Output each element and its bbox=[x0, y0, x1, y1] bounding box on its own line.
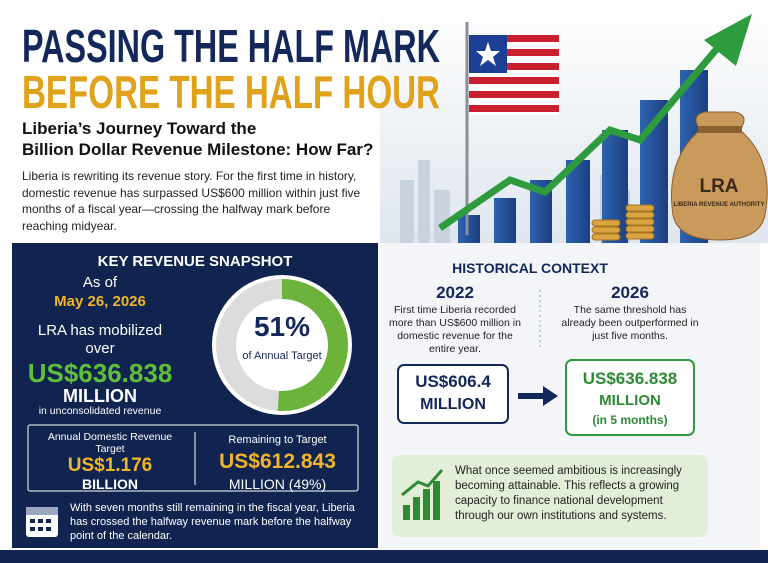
donut-caption: of Annual Target bbox=[242, 350, 322, 362]
now-year: 2026 bbox=[611, 283, 649, 302]
snapshot-note: With seven months still remaining in the… bbox=[70, 502, 355, 542]
date: May 26, 2026 bbox=[54, 293, 146, 310]
mobilized: LRA has mobilized over bbox=[20, 322, 180, 358]
subtitle-line: Billion Dollar Revenue Milestone: How Fa… bbox=[22, 140, 374, 159]
history-heading: HISTORICAL CONTEXT bbox=[452, 260, 608, 276]
trend-arrow bbox=[438, 42, 723, 231]
snapshot-heading: KEY REVENUE SNAPSHOT bbox=[97, 253, 293, 270]
now-unit: MILLION bbox=[599, 392, 661, 409]
now-text: The same threshold has already been outp… bbox=[561, 304, 699, 342]
growth-icon bbox=[401, 469, 444, 520]
then-unit: MILLION bbox=[420, 396, 486, 413]
mobilized-line: over bbox=[85, 340, 115, 357]
amount: US$636.838 bbox=[27, 358, 173, 388]
calendar-icon bbox=[26, 507, 58, 537]
title-line-2: BEFORE THE HALF HOUR bbox=[22, 66, 440, 118]
remaining-unit: MILLION (49%) bbox=[228, 476, 327, 492]
coins bbox=[591, 204, 655, 241]
amount-note: in unconsolidated revenue bbox=[38, 405, 162, 417]
then-year: 2022 bbox=[436, 283, 474, 302]
callout-text: What once seemed ambitious is increasing… bbox=[455, 465, 682, 522]
flag bbox=[469, 35, 559, 115]
target-amount: US$1.176 bbox=[67, 455, 153, 476]
arrow-head bbox=[704, 14, 752, 66]
money-bag bbox=[671, 111, 768, 241]
donut-label: 51% bbox=[254, 311, 310, 342]
target-unit: BILLION bbox=[82, 476, 138, 492]
target-label: Annual Domestic Revenue Target bbox=[47, 431, 173, 455]
callout-box bbox=[392, 455, 708, 537]
then-text: First time Liberia recorded more than US… bbox=[389, 304, 521, 355]
remaining-label: Remaining to Target bbox=[228, 434, 327, 446]
as-of: As of bbox=[82, 274, 118, 291]
donut-arc bbox=[216, 279, 348, 411]
subtitle-line: Liberia’s Journey Toward the bbox=[22, 119, 257, 138]
stats-box bbox=[27, 424, 359, 492]
title-line-1: PASSING THE HALF MARK bbox=[22, 20, 440, 72]
amount-unit: MILLION bbox=[63, 386, 137, 406]
compare-arrow-head bbox=[543, 386, 558, 406]
intro: Liberia is rewriting its revenue story. … bbox=[22, 169, 361, 233]
now-box bbox=[565, 359, 695, 436]
then-box bbox=[397, 364, 509, 424]
subtitle: Liberia’s Journey Toward the Billion Doll… bbox=[22, 118, 373, 160]
bag-label: LRA bbox=[699, 176, 738, 197]
now-note: (in 5 months) bbox=[592, 413, 668, 427]
now-amount: US$636.838 bbox=[582, 369, 678, 388]
mobilized-line: LRA has mobilized bbox=[37, 322, 163, 339]
bag-sublabel: LIBERIA REVENUE AUTHORITY bbox=[674, 202, 765, 208]
then-amount: US$606.4 bbox=[415, 372, 491, 391]
footer-bar bbox=[0, 550, 768, 563]
remaining-amount: US$612.843 bbox=[219, 450, 336, 473]
